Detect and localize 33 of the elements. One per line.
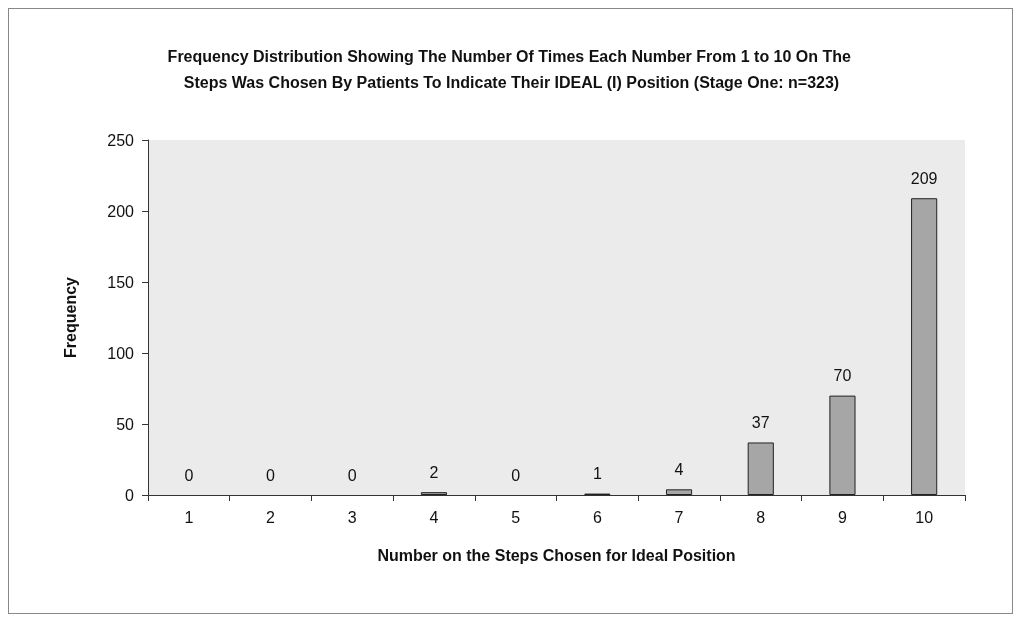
y-tick-label: 150 — [107, 273, 135, 291]
y-tick-label: 50 — [116, 415, 135, 433]
bar — [747, 442, 774, 495]
x-tick-label: 6 — [592, 508, 602, 526]
data-label: 1 — [592, 465, 602, 483]
x-tick-label: 7 — [674, 508, 684, 526]
data-label: 209 — [910, 169, 938, 187]
data-label: 0 — [266, 466, 276, 484]
y-tick-label: 250 — [107, 131, 135, 149]
bar — [829, 395, 856, 495]
data-label: 70 — [833, 367, 852, 385]
data-label: 37 — [751, 413, 770, 431]
bar — [665, 489, 693, 495]
x-tick-label: 8 — [756, 508, 766, 526]
x-tick-label: 1 — [184, 508, 194, 526]
y-tick-label: 200 — [107, 202, 135, 220]
data-label: 0 — [184, 466, 194, 484]
x-tick-label: 3 — [347, 508, 357, 526]
data-label: 4 — [674, 460, 684, 478]
x-tick-label: 2 — [266, 508, 276, 526]
y-axis-title: Frequency — [61, 276, 79, 358]
y-tick-label: 0 — [125, 486, 135, 504]
bar — [911, 198, 938, 495]
x-tick-label: 10 — [915, 508, 934, 526]
chart-title: Frequency Distribution Showing The Number Of Times Each Number From 1 to 10 On The Steps Was Chosen By Patients To Indicate Their IDEAL (I) Position (Stage One: n=323) — [167, 47, 856, 91]
x-tick-label: 9 — [838, 508, 847, 526]
x-axis-title: Number on the Steps Chosen for Ideal Position — [377, 546, 736, 564]
y-tick-label: 100 — [107, 344, 135, 362]
x-tick-label: 4 — [429, 508, 439, 526]
data-label: 2 — [429, 463, 439, 481]
data-label: 0 — [347, 466, 357, 484]
data-label: 0 — [511, 466, 521, 484]
x-tick-label: 5 — [511, 508, 521, 526]
